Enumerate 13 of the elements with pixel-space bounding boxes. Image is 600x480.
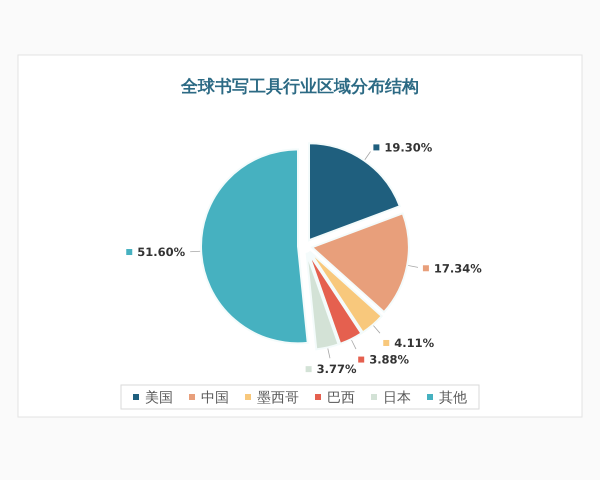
data-label: 3.88% [369,352,410,367]
title: 全球书写工具行业区域分布结构 [181,77,419,97]
legend-label: 其他 [439,390,467,406]
legend-label: 中国 [201,390,229,406]
legend-label: 日本 [383,390,411,406]
data-label: 19.30% [384,140,433,154]
legend-label: 墨西哥 [257,390,299,406]
data-label: 3.77% [316,362,357,376]
legend-label: 美国 [145,390,173,406]
data-label: 17.34% [434,261,482,276]
data-label: 51.60% [137,245,186,260]
legend-label: 巴西 [327,390,355,406]
data-label: 4.11% [394,336,435,350]
